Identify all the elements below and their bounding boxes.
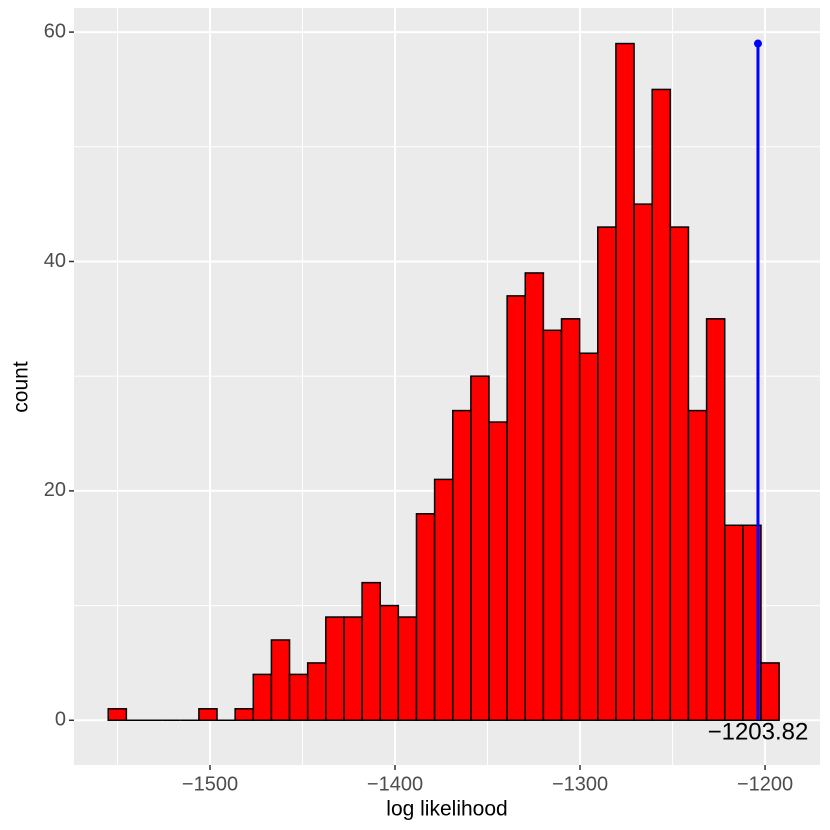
bar <box>306 662 327 722</box>
x-tick-label: −1400 <box>367 773 423 795</box>
bar <box>560 318 581 722</box>
reference-point <box>753 39 762 48</box>
bar <box>107 708 128 722</box>
bar <box>687 409 708 722</box>
x-axis-title: log likelihood <box>386 798 507 821</box>
bar <box>379 604 400 722</box>
bar <box>615 42 635 722</box>
bar <box>705 318 726 722</box>
bar <box>343 616 363 722</box>
bar <box>633 203 653 722</box>
bar <box>524 272 545 722</box>
bar <box>270 639 291 722</box>
x-tick-label: −1500 <box>182 773 238 795</box>
bar <box>325 616 345 722</box>
bar <box>542 329 563 722</box>
bar <box>234 708 255 722</box>
bar <box>198 708 218 722</box>
x-tick-label: −1200 <box>737 773 793 795</box>
bar <box>760 662 780 722</box>
bar <box>288 673 309 722</box>
bar <box>252 673 273 722</box>
bar <box>433 478 454 722</box>
bar <box>397 616 418 722</box>
bar <box>742 524 762 722</box>
reference-label: −1203.82 <box>708 719 809 746</box>
y-tick-label: 60 <box>44 20 66 42</box>
bar <box>723 524 744 722</box>
bar <box>597 226 617 722</box>
y-axis-title: count <box>10 361 33 413</box>
y-tick-label: 20 <box>44 479 66 501</box>
bar <box>361 581 381 722</box>
bar <box>451 409 472 722</box>
y-tick-label: 0 <box>55 709 66 731</box>
bar <box>578 352 599 722</box>
bar <box>488 421 508 722</box>
bar <box>506 295 527 722</box>
bar <box>651 88 672 722</box>
bar <box>669 226 690 722</box>
bar <box>415 513 436 722</box>
bar <box>470 375 490 722</box>
y-tick-label: 40 <box>44 250 66 272</box>
x-tick-label: −1300 <box>552 773 608 795</box>
